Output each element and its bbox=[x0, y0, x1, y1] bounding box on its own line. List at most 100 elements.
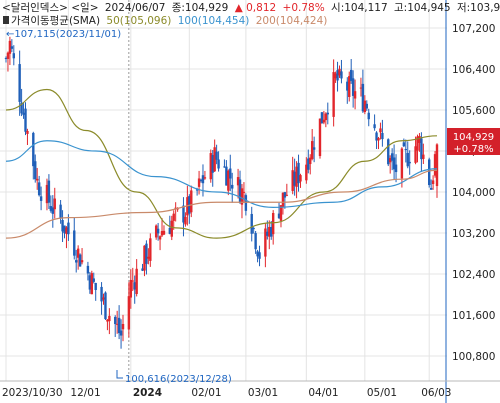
candle bbox=[20, 88, 23, 117]
candle bbox=[156, 222, 160, 241]
candle bbox=[422, 143, 425, 164]
candle-body bbox=[59, 204, 62, 219]
candle bbox=[367, 108, 370, 127]
candle-body bbox=[141, 268, 144, 271]
candle bbox=[215, 144, 218, 165]
candle bbox=[162, 225, 166, 236]
candle-body bbox=[127, 296, 131, 330]
candle-body bbox=[250, 213, 253, 234]
candle bbox=[22, 103, 25, 119]
candle bbox=[400, 147, 404, 188]
candle bbox=[363, 95, 367, 115]
candle-body bbox=[203, 177, 207, 179]
candle bbox=[18, 50, 21, 116]
candle bbox=[53, 187, 56, 219]
candle-body bbox=[420, 138, 423, 160]
candle-body bbox=[65, 227, 68, 234]
candle bbox=[51, 195, 55, 228]
y-tick-label: 102,400 bbox=[452, 269, 495, 281]
candle-body bbox=[429, 187, 433, 190]
candle bbox=[158, 235, 162, 251]
candle bbox=[252, 226, 255, 234]
candle-body bbox=[338, 68, 341, 76]
y-tick-label: 106,400 bbox=[452, 64, 495, 76]
candle bbox=[256, 249, 259, 263]
candle-body bbox=[143, 245, 146, 271]
candle bbox=[199, 178, 203, 183]
candle bbox=[108, 308, 111, 335]
candle-body bbox=[217, 159, 220, 169]
candle-body bbox=[63, 225, 66, 234]
candles bbox=[4, 36, 439, 349]
candle bbox=[281, 192, 285, 215]
period-label: <일> bbox=[71, 1, 98, 14]
candle-body bbox=[270, 227, 273, 237]
moving-average-lines bbox=[5, 88, 438, 239]
candle bbox=[131, 267, 134, 292]
candle-body bbox=[49, 206, 53, 211]
candle-body bbox=[104, 292, 107, 320]
change-pct: +0.78% bbox=[283, 2, 325, 14]
candle-body bbox=[162, 230, 166, 235]
x-tick-label: 2023/10/30 bbox=[2, 387, 63, 399]
y-tick-label: 105,600 bbox=[452, 105, 495, 117]
candle-body bbox=[293, 171, 296, 186]
candle-body bbox=[86, 265, 90, 274]
candle-body bbox=[190, 190, 193, 213]
candle bbox=[102, 293, 105, 305]
candle bbox=[217, 151, 220, 172]
candle bbox=[334, 71, 337, 83]
candle bbox=[203, 170, 207, 180]
candle bbox=[119, 319, 123, 349]
candle bbox=[174, 202, 177, 222]
candle-body bbox=[129, 279, 133, 298]
candle-body bbox=[133, 282, 136, 290]
candle-body bbox=[117, 317, 121, 334]
candle-body bbox=[8, 40, 12, 54]
candle bbox=[271, 210, 275, 245]
candle bbox=[238, 170, 242, 204]
candle-body bbox=[264, 228, 267, 257]
candle-body bbox=[295, 166, 298, 187]
candle bbox=[236, 168, 240, 199]
candle bbox=[88, 271, 92, 294]
candle-body bbox=[299, 175, 302, 182]
candle-body bbox=[309, 157, 312, 165]
candle-body bbox=[76, 248, 80, 258]
candle bbox=[390, 148, 394, 171]
candle-body bbox=[291, 170, 294, 191]
candle bbox=[408, 150, 411, 175]
candle bbox=[190, 185, 193, 218]
candle-body bbox=[108, 315, 111, 322]
candle-body bbox=[365, 103, 368, 109]
candle-body bbox=[78, 254, 82, 267]
candle bbox=[402, 138, 406, 148]
candle-body bbox=[172, 213, 175, 221]
candle-body bbox=[135, 268, 138, 294]
candle-body bbox=[34, 161, 37, 180]
candle-body bbox=[47, 180, 51, 203]
candle-body bbox=[285, 194, 289, 196]
candle bbox=[336, 61, 339, 92]
candle bbox=[76, 245, 80, 270]
candle-body bbox=[209, 153, 212, 180]
candle-body bbox=[147, 256, 150, 259]
candle bbox=[359, 77, 363, 97]
candle-body bbox=[238, 179, 242, 203]
candle-body bbox=[215, 151, 218, 160]
candle bbox=[394, 154, 398, 183]
candle-body bbox=[244, 195, 248, 211]
y-tick-label: 104,000 bbox=[452, 187, 495, 199]
candle bbox=[6, 51, 10, 72]
symbol-label: <달러인덱스> bbox=[2, 2, 68, 14]
candle-body bbox=[404, 149, 407, 151]
change-arrow-icon: ▲ bbox=[235, 2, 244, 14]
candle bbox=[225, 160, 228, 186]
x-tick-label: 02/01 bbox=[191, 387, 221, 399]
candle-body bbox=[279, 205, 283, 221]
candle-body bbox=[24, 108, 27, 132]
candle bbox=[34, 154, 37, 183]
y-tick-label: 107,200 bbox=[452, 23, 495, 35]
